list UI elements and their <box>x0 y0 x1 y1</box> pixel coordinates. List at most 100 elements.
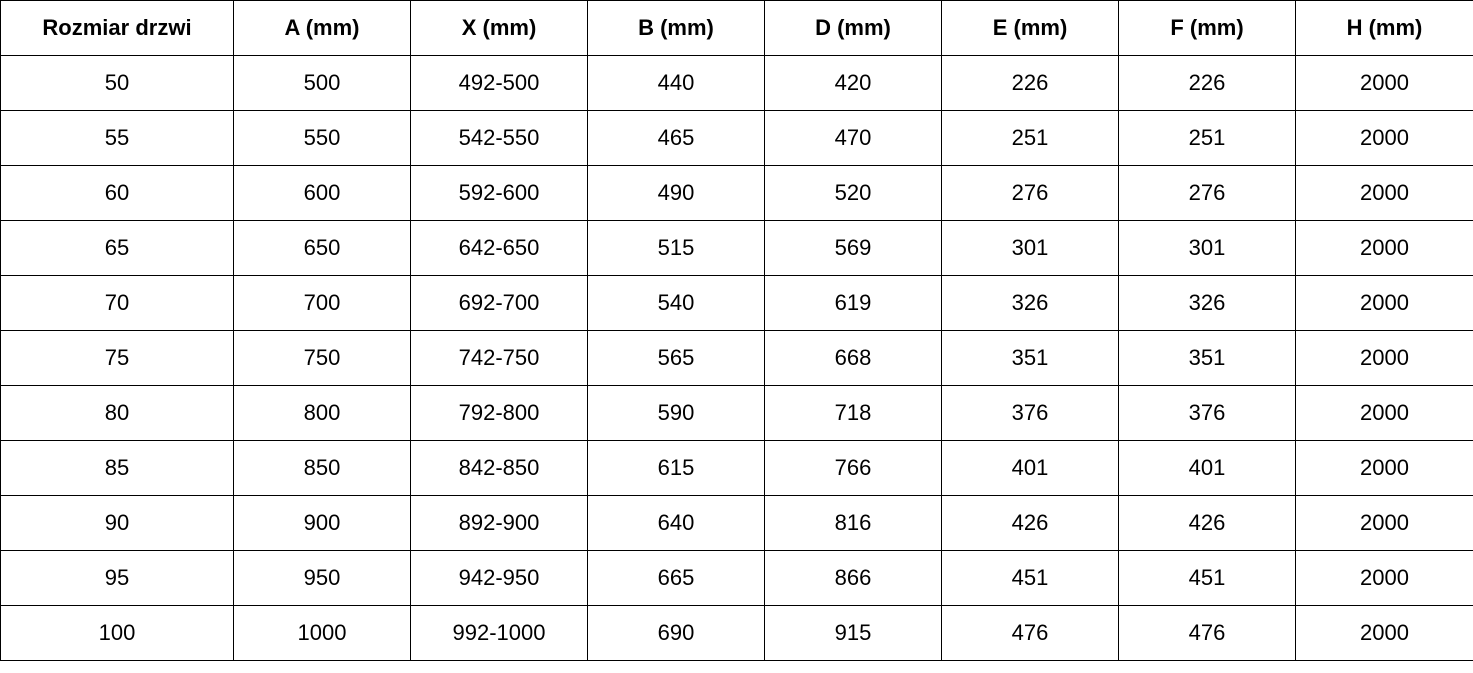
table-cell: 376 <box>1118 385 1296 441</box>
table-cell: 451 <box>1118 550 1296 606</box>
table-cell: 451 <box>941 550 1119 606</box>
table-cell: 226 <box>1118 55 1296 111</box>
table-cell: 85 <box>0 440 234 496</box>
table-cell: 569 <box>764 220 942 276</box>
table-cell: 476 <box>941 605 1119 661</box>
table-cell: 915 <box>764 605 942 661</box>
column-header: D (mm) <box>764 0 942 56</box>
table-cell: 2000 <box>1295 605 1473 661</box>
table-cell: 251 <box>941 110 1119 166</box>
table-cell: 600 <box>233 165 411 221</box>
table-cell: 50 <box>0 55 234 111</box>
table-cell: 816 <box>764 495 942 551</box>
table-row: 60 600 592-600 490 520 276 276 2000 <box>0 165 1473 221</box>
table-cell: 75 <box>0 330 234 386</box>
table-cell: 2000 <box>1295 495 1473 551</box>
table-cell: 226 <box>941 55 1119 111</box>
table-cell: 426 <box>1118 495 1296 551</box>
table-cell: 515 <box>587 220 765 276</box>
table-cell: 892-900 <box>410 495 588 551</box>
table-row: 55 550 542-550 465 470 251 251 2000 <box>0 110 1473 166</box>
table-cell: 95 <box>0 550 234 606</box>
table-cell: 465 <box>587 110 765 166</box>
table-cell: 2000 <box>1295 440 1473 496</box>
table-cell: 619 <box>764 275 942 331</box>
table-cell: 692-700 <box>410 275 588 331</box>
table-row: 70 700 692-700 540 619 326 326 2000 <box>0 275 1473 331</box>
table-cell: 470 <box>764 110 942 166</box>
table-cell: 276 <box>1118 165 1296 221</box>
table-cell: 500 <box>233 55 411 111</box>
table-cell: 642-650 <box>410 220 588 276</box>
table-cell: 60 <box>0 165 234 221</box>
table-cell: 65 <box>0 220 234 276</box>
table-cell: 351 <box>941 330 1119 386</box>
column-header: Rozmiar drzwi <box>0 0 234 56</box>
table-cell: 550 <box>233 110 411 166</box>
table-cell: 2000 <box>1295 110 1473 166</box>
table-cell: 668 <box>764 330 942 386</box>
table-cell: 750 <box>233 330 411 386</box>
table-cell: 326 <box>1118 275 1296 331</box>
table-cell: 80 <box>0 385 234 441</box>
table-cell: 490 <box>587 165 765 221</box>
table-cell: 520 <box>764 165 942 221</box>
table-cell: 55 <box>0 110 234 166</box>
table-cell: 426 <box>941 495 1119 551</box>
table-cell: 251 <box>1118 110 1296 166</box>
column-header: E (mm) <box>941 0 1119 56</box>
table-cell: 542-550 <box>410 110 588 166</box>
table-cell: 615 <box>587 440 765 496</box>
table-cell: 492-500 <box>410 55 588 111</box>
table-cell: 718 <box>764 385 942 441</box>
table-cell: 420 <box>764 55 942 111</box>
table-cell: 800 <box>233 385 411 441</box>
table-cell: 842-850 <box>410 440 588 496</box>
table-cell: 766 <box>764 440 942 496</box>
table-row: 65 650 642-650 515 569 301 301 2000 <box>0 220 1473 276</box>
column-header: X (mm) <box>410 0 588 56</box>
table-cell: 942-950 <box>410 550 588 606</box>
table-cell: 276 <box>941 165 1119 221</box>
table-cell: 100 <box>0 605 234 661</box>
table-cell: 376 <box>941 385 1119 441</box>
table-row: 50 500 492-500 440 420 226 226 2000 <box>0 55 1473 111</box>
table-row: 90 900 892-900 640 816 426 426 2000 <box>0 495 1473 551</box>
table-cell: 2000 <box>1295 220 1473 276</box>
table-row: 95 950 942-950 665 866 451 451 2000 <box>0 550 1473 606</box>
table-cell: 2000 <box>1295 330 1473 386</box>
table-cell: 950 <box>233 550 411 606</box>
table-cell: 665 <box>587 550 765 606</box>
table-row: 80 800 792-800 590 718 376 376 2000 <box>0 385 1473 441</box>
column-header: H (mm) <box>1295 0 1473 56</box>
table-cell: 351 <box>1118 330 1296 386</box>
table-cell: 900 <box>233 495 411 551</box>
table-cell: 401 <box>941 440 1119 496</box>
table-cell: 2000 <box>1295 385 1473 441</box>
table-cell: 1000 <box>233 605 411 661</box>
table-cell: 640 <box>587 495 765 551</box>
table-cell: 90 <box>0 495 234 551</box>
table-cell: 866 <box>764 550 942 606</box>
table-cell: 2000 <box>1295 55 1473 111</box>
table-cell: 992-1000 <box>410 605 588 661</box>
table-cell: 2000 <box>1295 275 1473 331</box>
table-cell: 650 <box>233 220 411 276</box>
table-cell: 792-800 <box>410 385 588 441</box>
table-cell: 301 <box>941 220 1119 276</box>
table-cell: 70 <box>0 275 234 331</box>
table-cell: 440 <box>587 55 765 111</box>
table-cell: 326 <box>941 275 1119 331</box>
table-cell: 700 <box>233 275 411 331</box>
table-cell: 540 <box>587 275 765 331</box>
column-header: F (mm) <box>1118 0 1296 56</box>
header-row: Rozmiar drzwi A (mm) X (mm) B (mm) D (mm) E (… <box>0 0 1473 56</box>
table-cell: 742-750 <box>410 330 588 386</box>
table-cell: 592-600 <box>410 165 588 221</box>
table-cell: 690 <box>587 605 765 661</box>
table-body: 50 500 492-500 440 420 226 226 2000 55 550 542-550… <box>0 55 1473 661</box>
table-cell: 401 <box>1118 440 1296 496</box>
table-cell: 565 <box>587 330 765 386</box>
table-row: 75 750 742-750 565 668 351 351 2000 <box>0 330 1473 386</box>
